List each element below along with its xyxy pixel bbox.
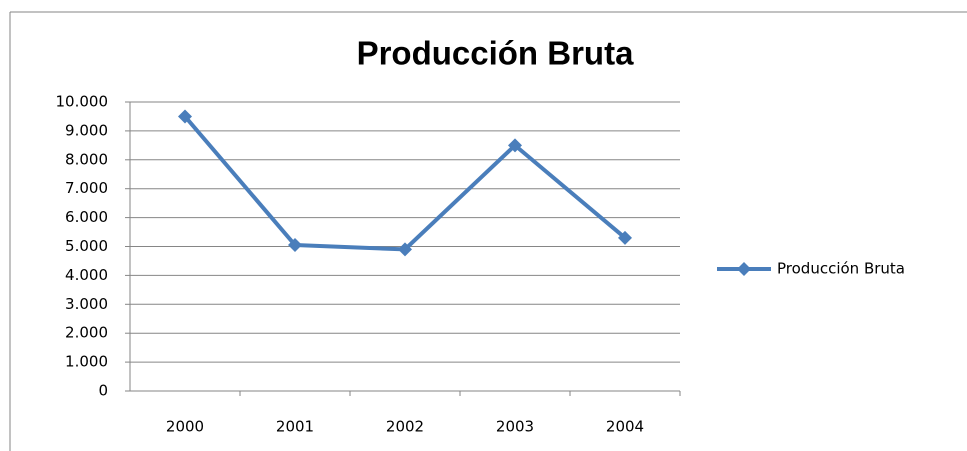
y-tick-label: 5.000 [65, 237, 108, 255]
legend-swatch-marker [737, 262, 751, 276]
y-tick-label: 2.000 [65, 324, 108, 342]
y-tick-label: 0 [98, 382, 108, 400]
y-tick-label: 7.000 [65, 179, 108, 197]
x-tick-label: 2000 [166, 418, 204, 436]
data-point [618, 230, 632, 245]
data-point [288, 238, 302, 253]
y-tick-label: 1.000 [65, 353, 108, 371]
series-line [183, 115, 627, 252]
data-point [508, 138, 522, 153]
chart-title: Producción Bruta [357, 35, 635, 72]
x-tick-label: 2003 [496, 418, 534, 436]
y-tick-label: 10.000 [56, 93, 109, 111]
y-tick-label: 6.000 [65, 208, 108, 226]
y-tick-label: 4.000 [65, 266, 108, 284]
x-tick-label: 2004 [606, 418, 644, 436]
y-tick-label: 3.000 [65, 295, 108, 313]
legend-label: Producción Bruta [777, 260, 905, 278]
data-point [178, 109, 192, 124]
x-tick-label: 2002 [386, 418, 424, 436]
data-point [398, 242, 412, 257]
y-tick-label: 8.000 [65, 150, 108, 168]
y-tick-label: 9.000 [65, 121, 108, 139]
x-tick-label: 2001 [276, 418, 314, 436]
